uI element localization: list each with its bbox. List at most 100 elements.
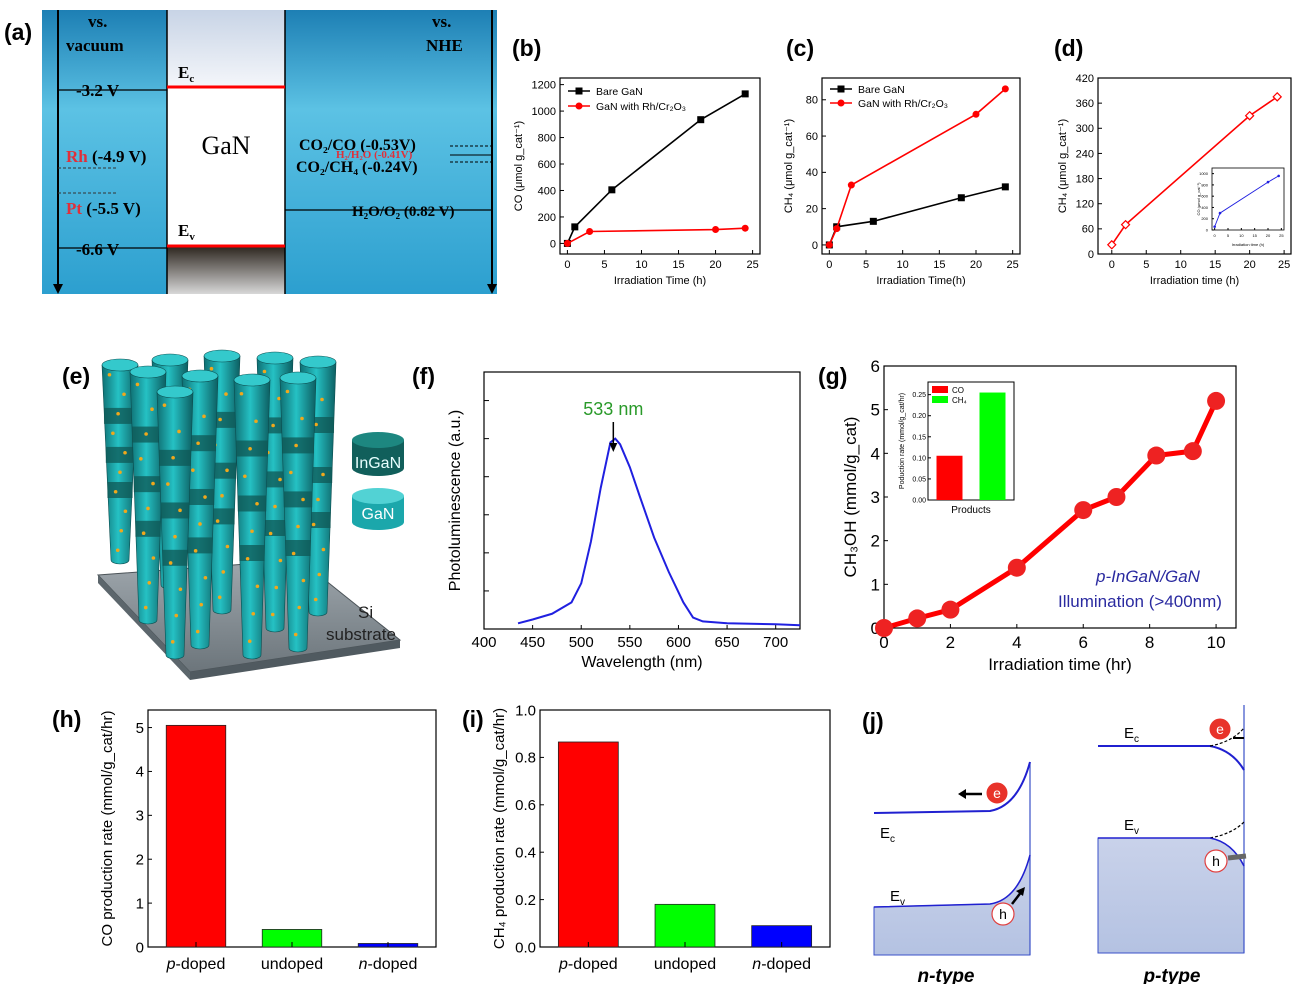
cocatalyst-particle	[123, 450, 127, 455]
g-series-point	[1147, 446, 1166, 465]
cocatalyst-particle	[225, 544, 230, 549]
cocatalyst-particle	[251, 611, 256, 616]
nanowire-top	[279, 371, 317, 385]
b-x-tick-label: 15	[672, 259, 684, 271]
cocatalyst-particle	[177, 429, 181, 434]
panel-d-chart: (d) 0 5 10 15 20 25 0 60 120 180 240 300 360 420 Irradi…	[1054, 35, 1292, 287]
c-y-tick-label: 80	[806, 95, 818, 107]
d-series-0-point	[1120, 219, 1131, 230]
cocatalyst-particle	[317, 572, 322, 577]
d-inset-x-tick-label: 10	[1239, 233, 1244, 238]
g-x-tick-label: 4	[1012, 633, 1021, 652]
ingan-segment	[185, 488, 215, 505]
ingan-segment	[160, 502, 190, 519]
f-y-axis-label: Photoluminescence (a.u.)	[447, 410, 464, 591]
g-y-tick-label: 3	[871, 488, 880, 507]
cocatalyst-particle	[291, 551, 296, 556]
vacuum-level-2: -6.6 V	[76, 240, 120, 259]
svg-text:Ec: Ec	[178, 63, 194, 85]
ingan-segment	[260, 471, 290, 488]
nanowire-schematic: (e) InGaN GaN Si substrate	[62, 349, 404, 680]
svg-text:Ev: Ev	[890, 888, 905, 908]
c-x-tick-label: 15	[933, 259, 945, 271]
d-x-tick-label: 5	[1143, 259, 1149, 271]
ingan-segment	[235, 440, 269, 457]
g-inset-y-axis-label: Poduction rate (mmol/g_cat/hr)	[899, 393, 906, 489]
nanowire-top	[299, 355, 337, 369]
n-type-ec-sub: c	[890, 834, 895, 845]
f-x-tick-label: 600	[666, 634, 691, 651]
cocatalyst-particle	[293, 632, 298, 637]
cocatalyst-particle	[215, 519, 220, 523]
b-legend-marker	[575, 102, 583, 110]
substrate-label-2: substrate	[326, 625, 396, 644]
c-series-1-point	[1001, 85, 1009, 93]
g-series-point	[1007, 558, 1026, 577]
b-series-1-point	[741, 224, 749, 232]
g-y-axis-label: CH₃OH (mmol/g_cat)	[841, 417, 860, 578]
legend-gan-cylinder	[352, 496, 404, 530]
d-inset-plot-frame	[1211, 167, 1285, 231]
cocatalyst-particle	[166, 482, 170, 486]
f-series-0-line	[517, 437, 801, 627]
nanowire-top	[101, 358, 139, 372]
d-y-tick-label: 180	[1076, 173, 1094, 185]
cocatalyst-particle	[268, 531, 273, 536]
cocatalyst-particle	[301, 578, 306, 583]
ingan-segment	[105, 446, 135, 463]
b-y-tick-label: 1000	[532, 106, 556, 118]
g-x-tick-label: 10	[1207, 633, 1226, 652]
cocatalyst-particle	[218, 417, 222, 422]
g-inset-legend-swatch	[932, 396, 948, 403]
cocatalyst-particle	[296, 524, 300, 529]
cocatalyst-particle	[321, 472, 325, 477]
panel-h-chart: (h) 0 1 2 3 4 5 CO production rate (mmol/g_cat/…	[52, 706, 437, 973]
cocatalyst-particle	[150, 407, 154, 412]
legend-gan-label: GaN	[362, 506, 395, 523]
redox-h2o-o2: H₂O/O₂ (0.82 V)	[352, 204, 454, 220]
c-y-tick-label: 40	[806, 167, 818, 179]
svg-text:Pt (-5.5 V): Pt (-5.5 V)	[66, 199, 141, 218]
cocatalyst-particle	[171, 455, 175, 460]
p-type-hole	[1204, 849, 1228, 873]
svg-text:Ev: Ev	[1124, 817, 1139, 837]
g-inset-y-tick-label: 0.20	[912, 413, 926, 420]
d-y-tick-label: 120	[1076, 199, 1094, 211]
cocatalyst-particle	[248, 446, 252, 451]
h-y-tick-label: 5	[136, 720, 144, 737]
g-series-point	[941, 600, 960, 619]
p-type-ev-sub: v	[1134, 826, 1139, 837]
g-y-tick-label: 2	[871, 532, 880, 551]
n-type-ev-label: E	[890, 888, 900, 905]
b-series-0-point	[571, 223, 579, 231]
ingan-segment	[209, 508, 235, 525]
c-series-0-line	[828, 186, 1006, 246]
h-bar	[165, 724, 227, 948]
g-y-tick-label: 5	[871, 401, 880, 420]
c-series-1-point	[972, 110, 980, 118]
cocatalyst-particle	[191, 468, 195, 472]
redox-h2: H₂/H₂O (-0.41V)	[336, 149, 413, 161]
g-inset-legend-swatch	[932, 386, 948, 393]
cocatalyst-particle	[151, 481, 155, 486]
nanowire-top	[129, 365, 167, 379]
g-series-point	[1183, 442, 1202, 461]
panel-label-b: (b)	[512, 35, 541, 61]
f-x-tick-label: 450	[520, 634, 545, 651]
g-series-point	[1107, 488, 1126, 506]
cocatalyst-particle	[255, 584, 260, 589]
p-type-electron	[1208, 717, 1232, 741]
c-series-0-point	[1001, 183, 1009, 191]
cocatalyst-particle	[313, 597, 318, 602]
b-legend-marker	[575, 87, 583, 95]
b-y-tick-label: 0	[550, 238, 556, 250]
i-category-label: n-doped	[752, 956, 811, 973]
d-x-tick-label: 15	[1209, 259, 1221, 271]
d-inset-y-tick-label: 0	[1206, 227, 1209, 232]
b-legend-label: Bare GaN	[596, 86, 643, 98]
nanowire-array	[101, 349, 337, 660]
d-y-tick-label: 60	[1082, 224, 1094, 236]
cocatalyst-particle	[116, 411, 120, 416]
f-peak-arrowhead	[609, 443, 618, 452]
